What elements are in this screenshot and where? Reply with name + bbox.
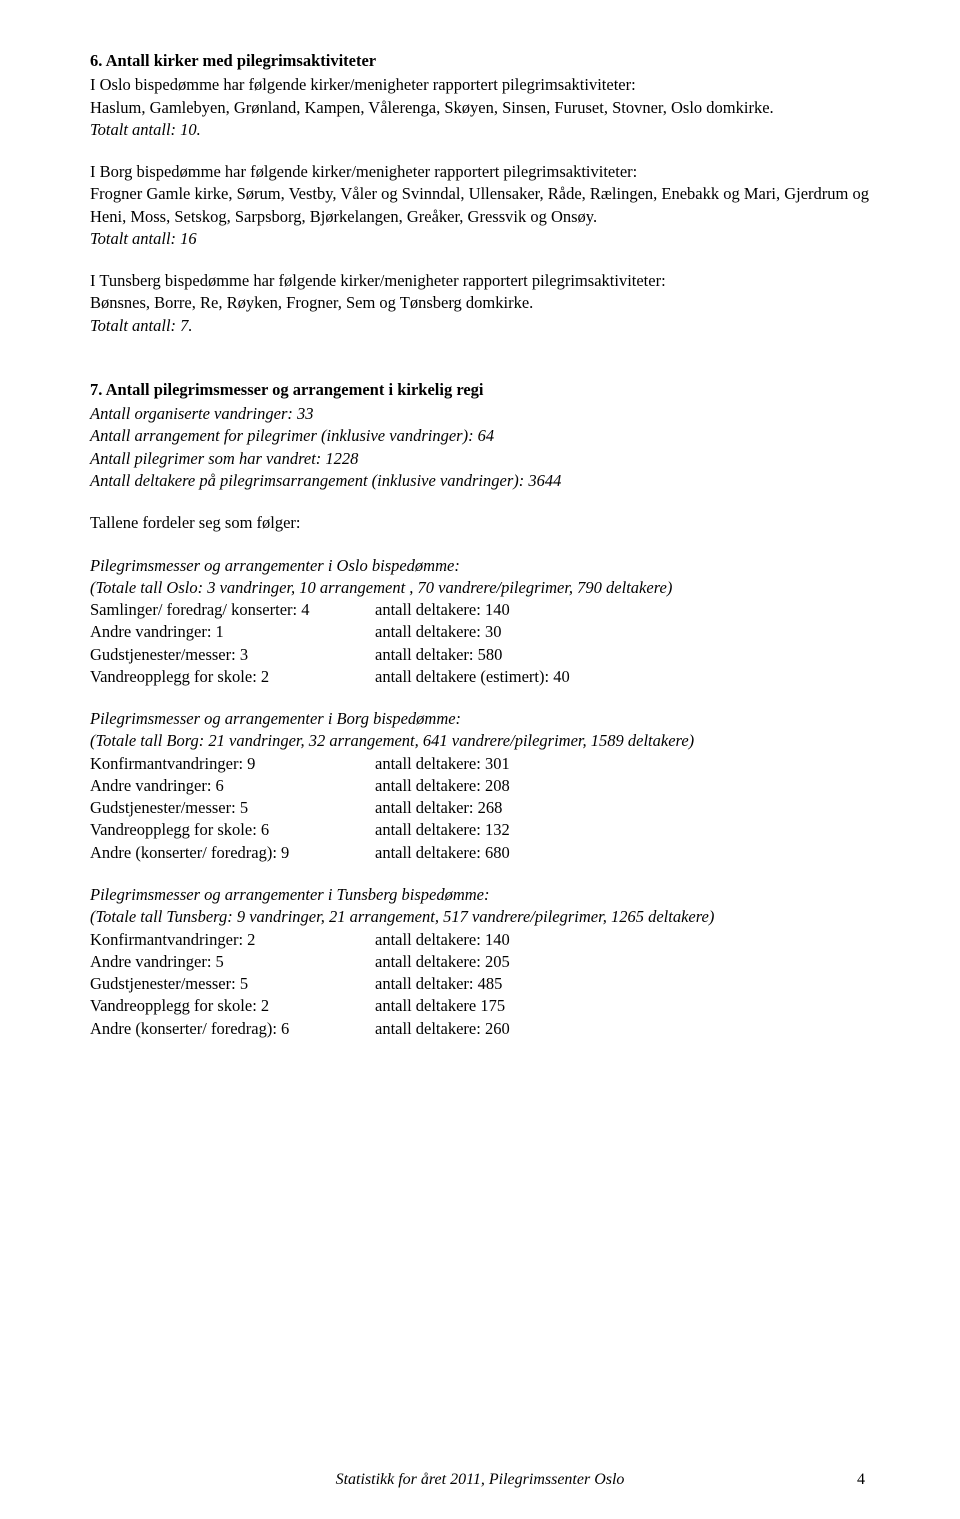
row-left: Andre (konserter/ foredrag): 6 <box>90 1018 375 1040</box>
row-right: antall deltakere: 132 <box>375 819 870 841</box>
paragraph-text: Bønsnes, Borre, Re, Røyken, Frogner, Sem… <box>90 292 870 314</box>
section-6-heading: 6. Antall kirker med pilegrimsaktivitete… <box>90 50 870 72</box>
table-row: Vandreopplegg for skole: 2 antall deltak… <box>90 995 870 1017</box>
summary-line: Antall organiserte vandringer: 33 <box>90 403 870 425</box>
row-left: Konfirmantvandringer: 2 <box>90 929 375 951</box>
summary-line: Antall pilegrimer som har vandret: 1228 <box>90 448 870 470</box>
row-right: antall deltakere: 140 <box>375 599 870 621</box>
row-right: antall deltakere: 30 <box>375 621 870 643</box>
row-left: Andre vandringer: 1 <box>90 621 375 643</box>
row-right: antall deltakere: 301 <box>375 753 870 775</box>
row-right: antall deltakere: 260 <box>375 1018 870 1040</box>
table-row: Vandreopplegg for skole: 6 antall deltak… <box>90 819 870 841</box>
footer-text: Statistikk for året 2011, Pilegrimssente… <box>336 1471 625 1488</box>
table-row: Konfirmantvandringer: 9 antall deltakere… <box>90 753 870 775</box>
table-row: Gudstjenester/messer: 5 antall deltaker:… <box>90 797 870 819</box>
section-7-tunsberg: Pilegrimsmesser og arrangementer i Tunsb… <box>90 884 870 1040</box>
table-row: Samlinger/ foredrag/ konserter: 4 antall… <box>90 599 870 621</box>
section-7-borg: Pilegrimsmesser og arrangementer i Borg … <box>90 708 870 864</box>
page-footer: Statistikk for året 2011, Pilegrimssente… <box>0 1471 960 1489</box>
row-left: Vandreopplegg for skole: 2 <box>90 666 375 688</box>
total-line: Totalt antall: 10. <box>90 119 870 141</box>
row-left: Samlinger/ foredrag/ konserter: 4 <box>90 599 375 621</box>
paragraph-text: I Oslo bispedømme har følgende kirker/me… <box>90 74 870 96</box>
row-right: antall deltakere (estimert): 40 <box>375 666 870 688</box>
row-right: antall deltakere: 680 <box>375 842 870 864</box>
row-left: Gudstjenester/messer: 5 <box>90 797 375 819</box>
row-right: antall deltaker: 485 <box>375 973 870 995</box>
table-row: Andre (konserter/ foredrag): 6 antall de… <box>90 1018 870 1040</box>
paragraph-text: Frogner Gamle kirke, Sørum, Vestby, Våle… <box>90 183 870 228</box>
row-left: Andre vandringer: 5 <box>90 951 375 973</box>
row-left: Gudstjenester/messer: 5 <box>90 973 375 995</box>
row-right: antall deltakere: 205 <box>375 951 870 973</box>
row-right: antall deltakere: 140 <box>375 929 870 951</box>
paragraph-text: Haslum, Gamlebyen, Grønland, Kampen, Vål… <box>90 97 870 119</box>
table-row: Vandreopplegg for skole: 2 antall deltak… <box>90 666 870 688</box>
section-6-tunsberg: I Tunsberg bispedømme har følgende kirke… <box>90 270 870 337</box>
table-row: Konfirmantvandringer: 2 antall deltakere… <box>90 929 870 951</box>
row-left: Andre (konserter/ foredrag): 9 <box>90 842 375 864</box>
distribution-intro: Tallene fordeler seg som følger: <box>90 512 870 534</box>
total-line: Totalt antall: 16 <box>90 228 870 250</box>
paragraph-text: I Tunsberg bispedømme har følgende kirke… <box>90 270 870 292</box>
section-6-borg: I Borg bispedømme har følgende kirker/me… <box>90 161 870 250</box>
subsection-title: Pilegrimsmesser og arrangementer i Tunsb… <box>90 884 870 906</box>
table-row: Andre vandringer: 6 antall deltakere: 20… <box>90 775 870 797</box>
row-right: antall deltaker: 580 <box>375 644 870 666</box>
table-row: Andre vandringer: 5 antall deltakere: 20… <box>90 951 870 973</box>
section-7-summary: Antall organiserte vandringer: 33 Antall… <box>90 403 870 492</box>
total-line: Totalt antall: 7. <box>90 315 870 337</box>
summary-line: Antall arrangement for pilegrimer (inklu… <box>90 425 870 447</box>
section-7-heading: 7. Antall pilegrimsmesser og arrangement… <box>90 379 870 401</box>
table-row: Gudstjenester/messer: 5 antall deltaker:… <box>90 973 870 995</box>
summary-line: Antall deltakere på pilegrimsarrangement… <box>90 470 870 492</box>
table-row: Gudstjenester/messer: 3 antall deltaker:… <box>90 644 870 666</box>
table-row: Andre (konserter/ foredrag): 9 antall de… <box>90 842 870 864</box>
row-right: antall deltaker: 268 <box>375 797 870 819</box>
row-left: Vandreopplegg for skole: 2 <box>90 995 375 1017</box>
row-right: antall deltakere: 208 <box>375 775 870 797</box>
subsection-totals: (Totale tall Tunsberg: 9 vandringer, 21 … <box>90 906 870 928</box>
row-left: Konfirmantvandringer: 9 <box>90 753 375 775</box>
table-row: Andre vandringer: 1 antall deltakere: 30 <box>90 621 870 643</box>
section-6-oslo: I Oslo bispedømme har følgende kirker/me… <box>90 74 870 141</box>
page-number: 4 <box>857 1471 865 1489</box>
row-left: Andre vandringer: 6 <box>90 775 375 797</box>
paragraph-text: I Borg bispedømme har følgende kirker/me… <box>90 161 870 183</box>
subsection-title: Pilegrimsmesser og arrangementer i Oslo … <box>90 555 870 577</box>
document-page: 6. Antall kirker med pilegrimsaktivitete… <box>0 0 960 1519</box>
row-right: antall deltakere 175 <box>375 995 870 1017</box>
subsection-title: Pilegrimsmesser og arrangementer i Borg … <box>90 708 870 730</box>
row-left: Gudstjenester/messer: 3 <box>90 644 375 666</box>
row-left: Vandreopplegg for skole: 6 <box>90 819 375 841</box>
subsection-totals: (Totale tall Oslo: 3 vandringer, 10 arra… <box>90 577 870 599</box>
subsection-totals: (Totale tall Borg: 21 vandringer, 32 arr… <box>90 730 870 752</box>
section-7-oslo: Pilegrimsmesser og arrangementer i Oslo … <box>90 555 870 689</box>
